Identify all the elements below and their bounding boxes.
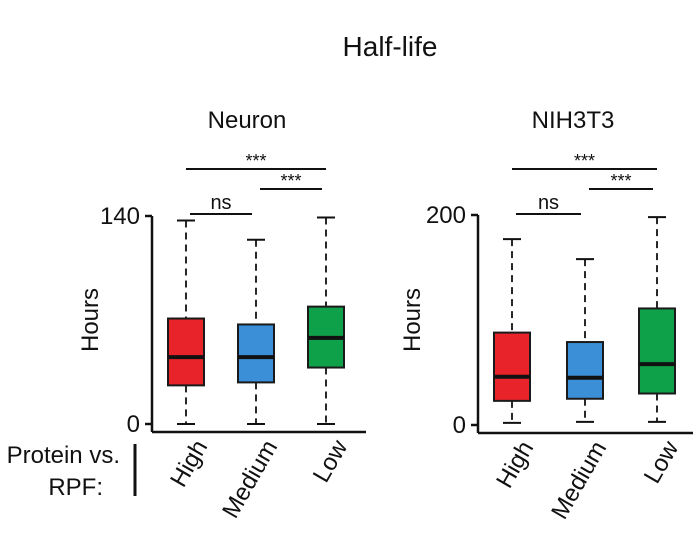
figure-title: Half-life bbox=[343, 31, 438, 62]
significance-label: *** bbox=[574, 151, 595, 171]
row-label-line2: RPF: bbox=[48, 474, 103, 501]
x-tick-label: Low bbox=[308, 435, 354, 487]
significance-label: ns bbox=[210, 192, 231, 214]
y-axis-label: Hours bbox=[399, 288, 426, 352]
box-high bbox=[493, 238, 531, 424]
chart-title: NIH3T3 bbox=[532, 107, 615, 134]
y-tick-label: 0 bbox=[127, 411, 140, 438]
box-low bbox=[307, 216, 345, 425]
x-tick-label: Low bbox=[639, 436, 685, 488]
iqr-box bbox=[493, 331, 531, 402]
x-tick-label: High bbox=[491, 437, 539, 493]
chart-panel-neuron: Neuron Hours 0 140 High Medium Low ns *** *** bbox=[77, 107, 366, 523]
iqr-box bbox=[167, 317, 205, 387]
y-tick-label: 140 bbox=[100, 203, 140, 230]
box-medium bbox=[237, 238, 275, 425]
iqr-box bbox=[237, 323, 275, 384]
row-label-line1: Protein vs. bbox=[7, 442, 120, 469]
x-tick-label: Medium bbox=[217, 436, 283, 523]
significance-label: *** bbox=[280, 171, 301, 191]
box-high bbox=[167, 219, 205, 425]
x-tick-label: Medium bbox=[546, 437, 612, 524]
x-tick-label: High bbox=[165, 436, 213, 492]
chart-panel-nih3t3: NIH3T3 Hours 0 200 High Medium Low ns *** *** bbox=[399, 107, 693, 524]
significance-label: *** bbox=[610, 171, 631, 191]
y-axis-label: Hours bbox=[77, 288, 104, 352]
significance-label: *** bbox=[245, 151, 266, 171]
significance-label: ns bbox=[538, 192, 559, 214]
y-tick-label: 0 bbox=[453, 412, 466, 439]
y-tick-label: 200 bbox=[426, 202, 466, 229]
box-medium bbox=[566, 258, 604, 423]
chart-title: Neuron bbox=[208, 107, 287, 134]
iqr-box bbox=[566, 341, 604, 400]
row-label: Protein vs. RPF: bbox=[7, 442, 137, 501]
iqr-box bbox=[638, 307, 676, 395]
box-low bbox=[638, 216, 676, 423]
